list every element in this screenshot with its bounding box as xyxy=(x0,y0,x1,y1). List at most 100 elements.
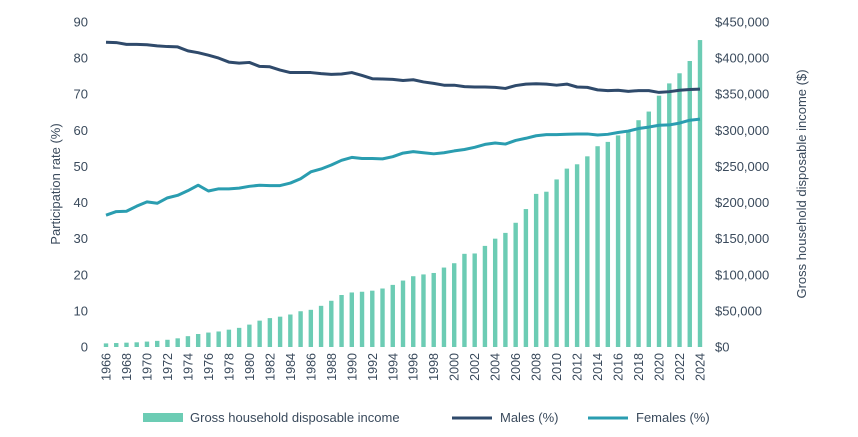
x-tick-label: 1986 xyxy=(304,353,318,381)
income-bar xyxy=(144,341,150,347)
x-tick-label: 2004 xyxy=(489,353,503,381)
income-bar xyxy=(677,73,682,347)
income-bar xyxy=(626,130,631,347)
income-bar xyxy=(482,245,488,347)
income-bar xyxy=(124,342,129,347)
left-tick-label: 30 xyxy=(74,231,88,246)
right-axis-ticks: $0 $50,000 $100,000 $150,000 $200,000 $250,00… xyxy=(715,15,769,355)
income-bar xyxy=(155,340,160,347)
right-tick-label: $300,000 xyxy=(715,123,769,138)
income-bar xyxy=(667,83,672,347)
income-bar xyxy=(247,324,252,347)
left-tick-label: 70 xyxy=(74,87,88,102)
income-bar xyxy=(267,318,273,347)
x-tick-label: 2006 xyxy=(509,353,523,381)
right-tick-label: $200,000 xyxy=(715,195,769,210)
right-tick-label: $450,000 xyxy=(715,15,769,30)
x-tick-label: 1992 xyxy=(366,353,380,381)
right-tick-label: $0 xyxy=(715,340,729,355)
income-bar xyxy=(503,232,508,347)
income-bar xyxy=(349,292,354,347)
right-tick-label: $400,000 xyxy=(715,51,769,66)
income-bar xyxy=(134,342,139,347)
x-tick-label: 1980 xyxy=(243,353,257,381)
income-bar xyxy=(687,61,692,347)
x-tick-label: 1976 xyxy=(202,353,216,381)
income-bar xyxy=(380,288,385,347)
x-tick-label: 1990 xyxy=(345,353,359,381)
x-tick-label: 1988 xyxy=(325,353,339,381)
x-tick-label: 2024 xyxy=(694,353,708,381)
income-bar xyxy=(472,253,477,347)
income-bar xyxy=(359,291,365,347)
x-tick-label: 1984 xyxy=(284,353,298,381)
left-tick-label: 50 xyxy=(74,159,88,174)
left-tick-label: 40 xyxy=(74,195,88,210)
males-line xyxy=(105,40,701,94)
legend-label-income: Gross household disposable income xyxy=(190,410,400,425)
income-bar xyxy=(585,156,590,347)
income-bar xyxy=(185,336,191,347)
left-axis-label: Participation rate (%) xyxy=(48,123,63,244)
x-tick-label: 1996 xyxy=(407,353,421,381)
income-bar xyxy=(533,193,539,347)
income-bar xyxy=(636,120,641,347)
participation-lines xyxy=(105,40,701,217)
income-bar xyxy=(298,311,303,347)
income-bar xyxy=(175,338,180,347)
income-bar xyxy=(492,238,498,347)
income-bar xyxy=(431,272,436,347)
income-bar xyxy=(605,141,611,347)
income-bar xyxy=(216,331,221,347)
income-bar xyxy=(421,274,426,347)
income-bar xyxy=(390,284,395,347)
income-bar xyxy=(595,146,600,347)
x-tick-label: 1982 xyxy=(263,353,277,381)
income-bar xyxy=(288,314,293,347)
x-tick-label: 2018 xyxy=(632,353,646,381)
x-tick-label: 2008 xyxy=(530,353,544,381)
left-tick-label: 80 xyxy=(74,51,88,66)
income-bar xyxy=(513,222,518,347)
x-tick-label: 1994 xyxy=(386,353,400,381)
income-bar xyxy=(554,179,559,347)
x-tick-label: 1968 xyxy=(120,353,134,381)
right-axis-label: Gross household disposable income ($) xyxy=(794,69,809,298)
x-tick-label: 2002 xyxy=(468,353,482,381)
income-bar xyxy=(195,334,201,347)
x-tick-label: 1974 xyxy=(181,353,195,381)
x-tick-label: 2022 xyxy=(673,353,687,381)
females-line xyxy=(105,117,701,217)
income-bar xyxy=(257,320,262,347)
income-bars xyxy=(103,40,703,348)
income-bar xyxy=(615,135,621,347)
right-tick-label: $100,000 xyxy=(715,267,769,282)
income-bar xyxy=(656,95,662,347)
income-bar xyxy=(308,309,314,347)
legend-label-males: Males (%) xyxy=(500,410,559,425)
income-bar xyxy=(339,295,344,347)
income-bar xyxy=(544,191,549,347)
left-tick-label: 0 xyxy=(81,340,88,355)
income-bar xyxy=(318,305,324,347)
income-bar xyxy=(646,111,651,347)
x-tick-label: 2014 xyxy=(591,353,605,381)
x-tick-label: 1970 xyxy=(140,353,154,381)
x-tick-label: 1966 xyxy=(100,353,114,381)
income-bar xyxy=(564,168,570,347)
x-tick-label: 1978 xyxy=(222,353,236,381)
legend: Gross household disposable income Males … xyxy=(143,410,710,425)
income-bar xyxy=(441,267,447,347)
left-axis-ticks: 0 10 20 30 40 50 60 70 80 90 xyxy=(74,15,88,355)
x-tick-label: 2010 xyxy=(550,353,564,381)
income-bar xyxy=(462,253,467,347)
right-tick-label: $250,000 xyxy=(715,159,769,174)
legend-label-females: Females (%) xyxy=(636,410,710,425)
left-tick-label: 10 xyxy=(74,303,88,318)
right-tick-label: $350,000 xyxy=(715,87,769,102)
income-bar xyxy=(236,327,242,347)
x-tick-label: 1972 xyxy=(161,353,175,381)
x-tick-label: 2012 xyxy=(571,353,585,381)
income-bar xyxy=(114,343,119,347)
